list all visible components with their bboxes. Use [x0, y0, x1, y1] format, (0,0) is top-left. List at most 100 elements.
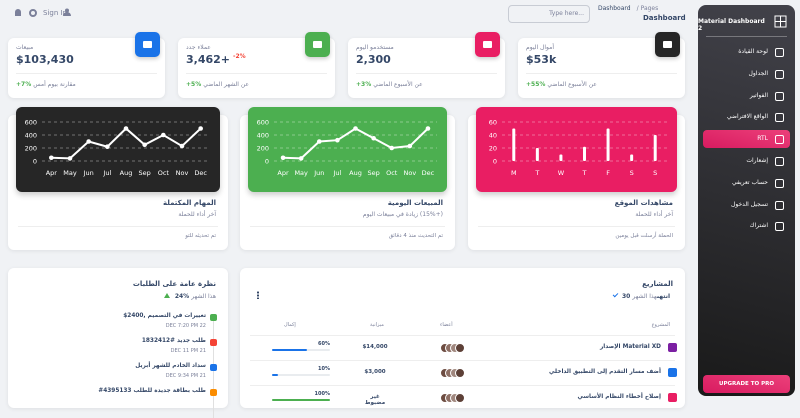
progress-track — [272, 374, 330, 376]
topbar-icons — [15, 9, 37, 17]
line — [283, 127, 429, 160]
timeline-title: $2400, تغييرات في التصميم — [123, 313, 206, 319]
point — [49, 155, 54, 161]
stat-card: مبيعات $103,430 +7% مقارنة بيوم أمس — [8, 32, 165, 98]
stat-label: مستخدمو اليوم — [356, 44, 394, 51]
orders-note: هذا الشهر — [191, 293, 216, 300]
x-tick-label: Oct — [386, 169, 398, 177]
arrow-icon — [163, 293, 170, 298]
project-budget: غير مضبوط — [364, 394, 386, 406]
nav-item[interactable]: حساب تعريفي — [703, 174, 790, 192]
nav-item[interactable]: إشعارات — [703, 152, 790, 170]
stat-badge: -2% — [233, 53, 246, 61]
nav-item[interactable]: الجداول — [703, 65, 790, 83]
nav-icon — [775, 91, 784, 101]
x-tick-label: May — [63, 169, 77, 177]
breadcrumb-separator: / — [636, 5, 639, 12]
bar — [512, 128, 516, 161]
stat-icon — [305, 32, 330, 57]
chart: 0 200 400 600 Apr May Jun Jul Aug Sep Oct Nov Dec — [25, 119, 210, 177]
upgrade-button[interactable]: UPGRADE TO PRO — [703, 375, 790, 393]
timeline-title: طلب جديد #1832412 — [141, 338, 206, 344]
point — [371, 135, 376, 141]
nav-label: الواقع الافتراضي — [726, 113, 768, 121]
chart-footer: الحملة أرسلت قبل يومين — [615, 233, 673, 239]
timeline-icon — [210, 339, 217, 346]
nav-item[interactable]: تسجيل الدخول — [703, 196, 790, 214]
point — [123, 126, 129, 131]
x-tick-label: Jun — [83, 169, 94, 177]
x-tick-label: M — [511, 169, 517, 177]
orders-card: نظرة عامة على الطلبات 24% هذا الشهر $2400, … — [8, 268, 228, 418]
x-tick-label: Jul — [332, 169, 341, 177]
divider — [250, 226, 445, 227]
chart: 0 20 40 60 M T W T F S S — [489, 119, 667, 177]
point — [86, 139, 91, 144]
user-icon — [63, 8, 71, 16]
orders-title: نظرة عامة على الطلبات — [132, 280, 216, 288]
divider — [478, 226, 675, 227]
search-input[interactable]: Type here... — [508, 5, 590, 23]
stat-value-text: $103,430 — [16, 53, 74, 66]
nav-label: إشعارات — [746, 157, 768, 164]
nav-label: حساب تعريفي — [731, 178, 768, 186]
chart-subtitle: (+15%) زيادة في مبيعات اليوم — [362, 211, 443, 218]
x-tick-label: Aug — [120, 169, 133, 177]
breadcrumb-parent: Pages — [640, 5, 659, 12]
stat-value: 2,300 — [356, 53, 391, 66]
point — [142, 142, 147, 148]
nav-item[interactable]: الفواتير — [703, 87, 790, 105]
nav-item[interactable]: RTL — [703, 130, 790, 149]
chart-footer: تم التحديث منذ 4 دقائق — [388, 233, 443, 239]
project-name: Material XD الإصدار — [599, 344, 661, 350]
x-tick-label: Jul — [102, 169, 111, 177]
stat-change: +7% — [16, 81, 32, 88]
nav-item[interactable]: لوحة القيادة — [703, 43, 790, 61]
row-divider — [250, 360, 675, 361]
nav-label: لوحة القيادة — [738, 48, 768, 55]
stat-footer: +55% عن الأسبوع الماضي — [526, 81, 597, 88]
stat-label: عملاء جدد — [186, 44, 211, 51]
timeline-icon — [210, 389, 217, 396]
timeline-title: #4395133 طلب بطاقة جديدة للطلب — [98, 388, 206, 394]
point — [353, 126, 358, 131]
project-name: إصلاح أخطاء النظام الأساسي — [577, 394, 661, 400]
nav-icon — [775, 135, 784, 145]
divider — [706, 36, 787, 37]
divider — [16, 73, 157, 74]
icon-glyph — [143, 41, 152, 48]
search-placeholder: Type here... — [549, 10, 584, 17]
progress-bar — [272, 349, 307, 351]
chart-box: 0 200 400 600 Apr May Jun Jul Aug Sep Oct Nov Dec — [248, 107, 447, 192]
timeline-icon — [210, 364, 217, 371]
icon-glyph — [483, 41, 492, 48]
row-divider — [250, 335, 675, 336]
bar — [653, 135, 657, 161]
nav-label: تسجيل الدخول — [731, 200, 768, 208]
nav-item[interactable]: الواقع الافتراضي — [703, 108, 790, 126]
row-divider — [250, 385, 675, 386]
point — [179, 143, 185, 149]
chart-title: مشاهدات الموقع — [614, 199, 673, 207]
project-icon — [668, 393, 677, 402]
nav-icon — [775, 222, 784, 232]
y-tick-label: 600 — [257, 119, 269, 127]
timeline-icon — [210, 314, 217, 321]
divider — [186, 73, 327, 74]
nav-item[interactable]: اشتراك — [703, 217, 790, 235]
point — [316, 139, 322, 144]
stat-value-text: $53k — [526, 53, 557, 66]
chart-box: 0 20 40 60 M T W T F S S — [476, 107, 677, 192]
column-header: المشروع — [651, 322, 670, 328]
chart-subtitle: آخر أداء للحملة — [178, 211, 216, 218]
sign-in[interactable]: Sign In — [43, 9, 67, 17]
column-header: أعضاء — [440, 322, 453, 328]
project-budget: $3,000 — [364, 369, 386, 375]
nav-icon — [775, 178, 784, 188]
x-tick-label: S — [630, 169, 634, 177]
stat-icon — [135, 32, 160, 57]
menu-icon[interactable] — [257, 291, 259, 299]
y-tick-label: 40 — [489, 132, 497, 140]
stat-note: عن الأسبوع الماضي — [373, 81, 423, 88]
orders-subtitle: 24% هذا الشهر — [163, 293, 216, 300]
